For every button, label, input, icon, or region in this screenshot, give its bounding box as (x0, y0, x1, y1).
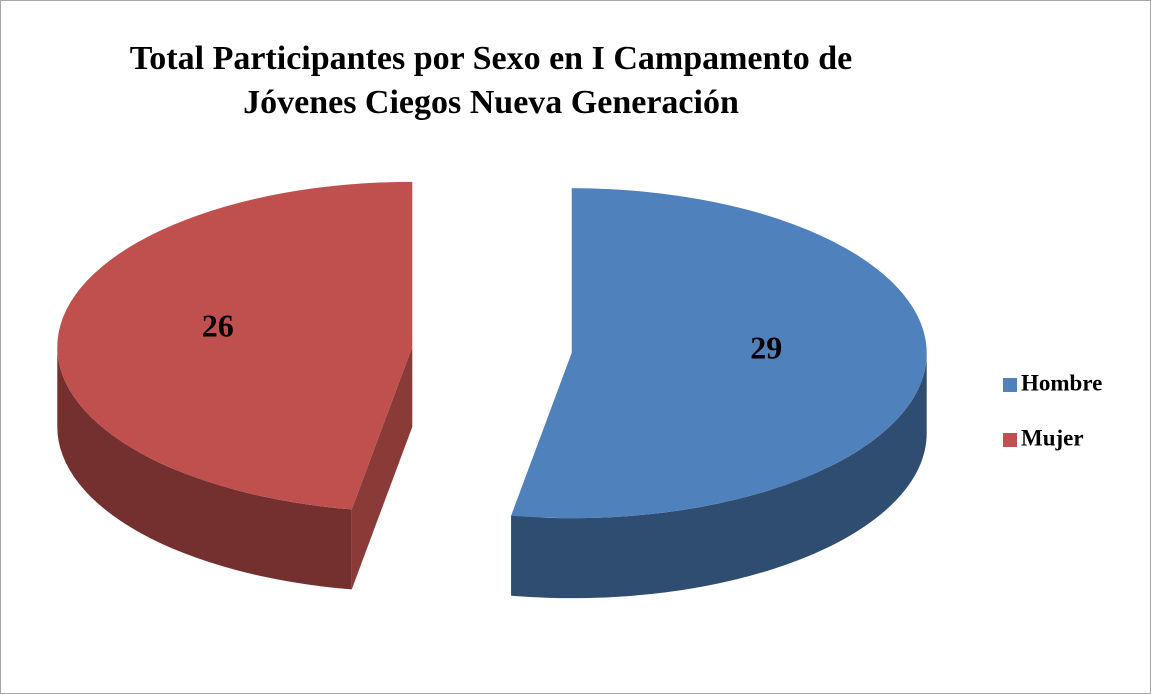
pie-slice: 29 (511, 188, 927, 599)
legend-label: Mujer (1021, 425, 1084, 450)
chart-title: Total Participantes por Sexo en I Campam… (129, 40, 853, 121)
legend-label: Hombre (1021, 370, 1102, 395)
slice-top (57, 181, 413, 510)
legend-swatch (1003, 433, 1017, 447)
data-label: 29 (750, 329, 782, 365)
slice-side (511, 353, 927, 599)
legend-swatch (1003, 378, 1017, 392)
slice-side (57, 346, 352, 590)
pie-slice: 26 (57, 181, 413, 590)
data-label: 26 (202, 307, 234, 343)
slice-wall (351, 346, 413, 590)
slice-top (511, 188, 927, 519)
